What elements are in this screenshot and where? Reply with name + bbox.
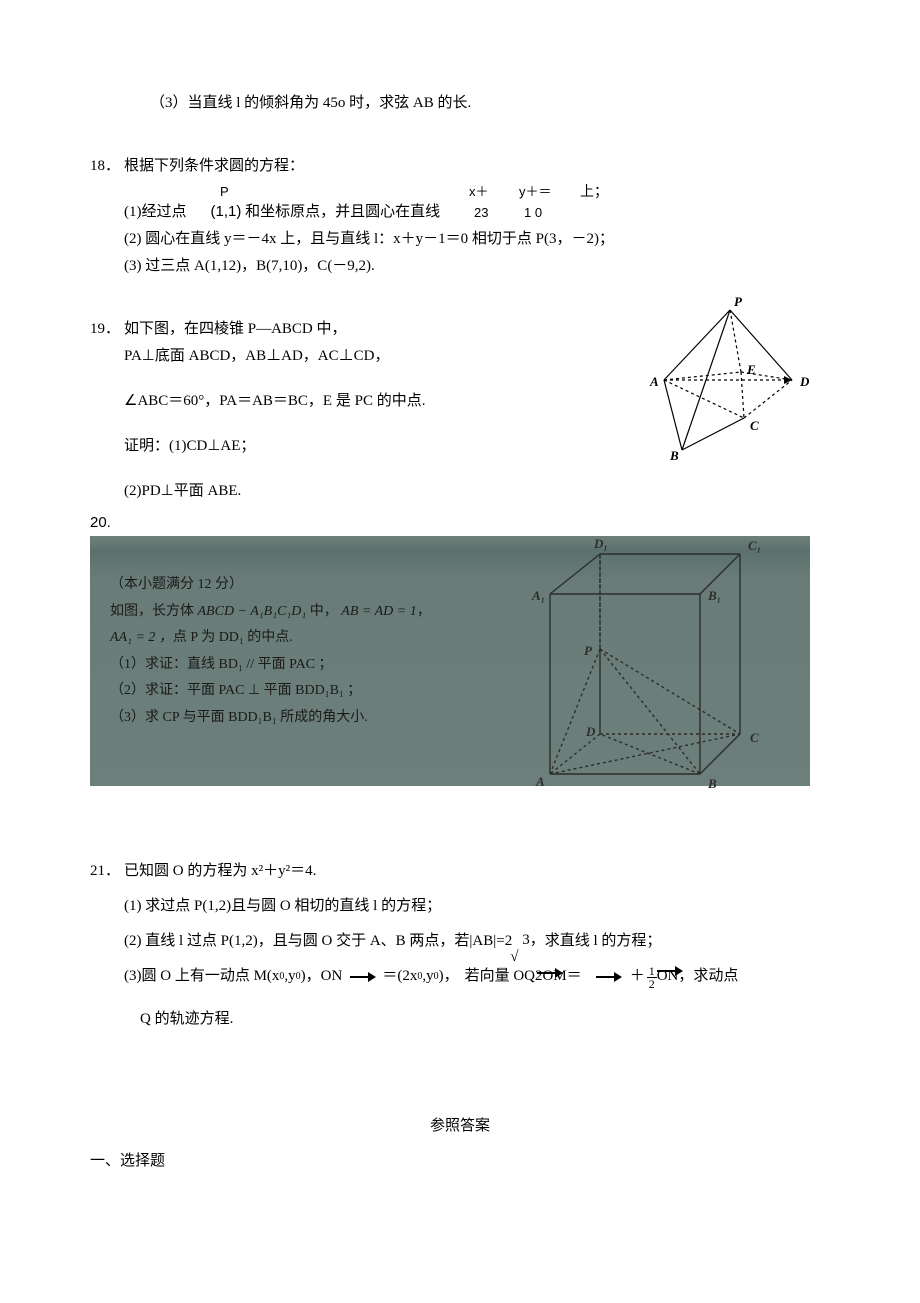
svg-text:A: A xyxy=(535,774,545,789)
svg-text:C₁: C₁ xyxy=(748,538,761,553)
svg-text:C: C xyxy=(750,730,759,745)
q21-p2a: (2) 直线 l 过点 P(1,2)，且与圆 O 交于 A、B 两点，若|AB|… xyxy=(124,933,512,949)
q19-num: 19． xyxy=(90,316,124,343)
q21-p3a: (3)圆 O 上有一动点 M(x xyxy=(124,963,279,990)
q18-row: 18． 根据下列条件求圆的方程： P x＋ y＋＝ 上； (1)经过点(1,1)… xyxy=(90,153,830,280)
q19-l4: 证明：(1)CD⊥AE； xyxy=(124,433,524,460)
q18-title: 根据下列条件求圆的方程： xyxy=(124,153,830,180)
q18-nums-b: 1 0 xyxy=(524,201,542,224)
svg-text:B₁: B₁ xyxy=(707,588,721,603)
q20-l2c: 中， xyxy=(310,604,338,619)
q20-l3a: AA₁ = 2 ， xyxy=(110,630,173,645)
q21-title: 已知圆 O 的方程为 x²＋y²＝4. xyxy=(124,858,830,885)
q19-l5: (2)PD⊥平面 ABE. xyxy=(124,478,524,505)
q18-line3: (3) 过三点 A(1,12)，B(7,10)，C(－9,2). xyxy=(124,253,830,280)
svg-text:D₁: D₁ xyxy=(593,536,608,551)
svg-text:E: E xyxy=(746,362,756,377)
q21-row: 21． 已知圆 O 的方程为 x²＋y²＝4. (1) 求过点 P(1,2)且与… xyxy=(90,858,830,1033)
q21-body: 已知圆 O 的方程为 x²＋y²＝4. (1) 求过点 P(1,2)且与圆 O … xyxy=(124,858,830,1033)
q18-l1-left: (1)经过点 xyxy=(124,204,187,220)
svg-text:P: P xyxy=(734,294,743,309)
svg-text:A₁: A₁ xyxy=(531,588,545,603)
q18-nums-a: 23 xyxy=(474,201,488,224)
q21-p3b2: ,y xyxy=(422,963,433,990)
q21-p2-rad: 3， xyxy=(522,932,545,948)
pyramid-figure: PABCDE xyxy=(652,310,812,475)
q20-l3: AA₁ = 2 ，点 P 为 DD₁ 的中点. xyxy=(110,625,450,652)
q20-l2: 如图，长方体 ABCD − A₁B₁C₁D₁ 中， AB = AD = 1， xyxy=(110,599,450,626)
q20-l2a: 如图，长方体 xyxy=(110,604,194,619)
svg-text:B: B xyxy=(707,776,717,791)
svg-text:B: B xyxy=(669,448,679,463)
q21-p3: (3)圆 O 上有一动点 M(x0,y0)，ON ＝(2x0,y0)， 若向量 … xyxy=(124,963,738,990)
q18-body: 根据下列条件求圆的方程： P x＋ y＋＝ 上； (1)经过点(1,1) 和坐标… xyxy=(124,153,830,280)
svg-text:D: D xyxy=(799,374,810,389)
frac-den: 2 xyxy=(647,978,657,990)
q18-line2: (2) 圆心在直线 y＝－4x 上，且与直线 l：x＋y－1＝0 相切于点 P(… xyxy=(124,226,830,253)
q18-l1-pt: (1,1) xyxy=(211,203,242,220)
svg-text:C: C xyxy=(750,418,759,433)
q19-l3: ∠ABC＝60°，PA＝AB＝BC，E 是 PC 的中点. xyxy=(124,388,524,415)
arrow-icon-3 xyxy=(596,971,624,983)
q20-box: （本小题满分 12 分） 如图，长方体 ABCD − A₁B₁C₁D₁ 中， A… xyxy=(90,536,810,786)
svg-text:D: D xyxy=(585,724,596,739)
cuboid-figure: ABCDA₁B₁C₁D₁P xyxy=(450,554,802,778)
q20-l2d: AB = AD = 1 xyxy=(341,604,416,619)
q20-l4: （1）求证：直线 BD₁ // 平面 PAC ； xyxy=(110,652,450,679)
q20-l3b: 点 P 为 DD₁ 的中点. xyxy=(173,630,293,645)
q21-p3b: ＝(2x xyxy=(382,963,417,990)
answers-title: 参照答案 xyxy=(90,1113,830,1140)
q21-p2c: 求直线 l 的方程； xyxy=(545,933,662,949)
arrow-icon-2 xyxy=(537,967,559,979)
q20-l2b: ABCD − A₁B₁C₁D₁ xyxy=(198,604,307,619)
q20-l1: （本小题满分 12 分） xyxy=(110,572,450,599)
q21-p1: (1) 求过点 P(1,2)且与圆 O 相切的直线 l 的方程； xyxy=(124,893,830,920)
q21-p3a3: )，ON xyxy=(301,963,343,990)
q20-l2e: ， xyxy=(417,604,431,619)
q21-num: 21． xyxy=(90,858,124,885)
q19-l1: 如下图，在四棱锥 P—ABCD 中， xyxy=(124,316,524,343)
q21-p2: (2) 直线 l 过点 P(1,2)，且与圆 O 交于 A、B 两点，若|AB|… xyxy=(124,928,830,955)
answers-section: 一、选择题 xyxy=(90,1148,830,1175)
q21-p3-cont: Q 的轨迹方程. xyxy=(140,1006,830,1033)
q21-p3f: ＋ xyxy=(630,963,645,990)
q19-row: 19． 如下图，在四棱锥 P—ABCD 中， PA⊥底面 ABCD，AB⊥AD，… xyxy=(90,316,830,505)
fraction-1-2: 12 xyxy=(647,965,657,990)
q18-l1-mid: 和坐标原点，并且圆心在直线 xyxy=(245,204,440,220)
q20-num: 20. xyxy=(90,509,830,536)
q19-l2: PA⊥底面 ABCD，AB⊥AD，AC⊥CD， xyxy=(124,343,524,370)
arrow-icon-4 xyxy=(657,965,679,977)
q21-p3a2: ,y xyxy=(284,963,295,990)
q18-num: 18． xyxy=(90,153,124,180)
svg-text:P: P xyxy=(584,643,593,658)
q21-p3b3: )， xyxy=(439,963,459,990)
q20-l5: （2）求证：平面 PAC ⊥ 平面 BDD₁B₁ ； xyxy=(110,678,450,705)
q20-text: （本小题满分 12 分） 如图，长方体 ABCD − A₁B₁C₁D₁ 中， A… xyxy=(110,554,450,778)
q20-l6: （3）求 CP 与平面 BDD₁B₁ 所成的角大小. xyxy=(110,705,450,732)
q21-p3c: 若向量 OQ xyxy=(465,963,535,990)
q21-p3h: 求动点 xyxy=(693,963,738,990)
q19-body: 如下图，在四棱锥 P—ABCD 中， PA⊥底面 ABCD，AB⊥AD，AC⊥C… xyxy=(124,316,830,505)
q21-p3e: ＝ xyxy=(567,963,582,990)
svg-text:A: A xyxy=(649,374,659,389)
arrow-icon xyxy=(350,971,378,983)
q17-part3: （3）当直线 l 的倾斜角为 45o 时，求弦 AB 的长. xyxy=(150,90,830,117)
